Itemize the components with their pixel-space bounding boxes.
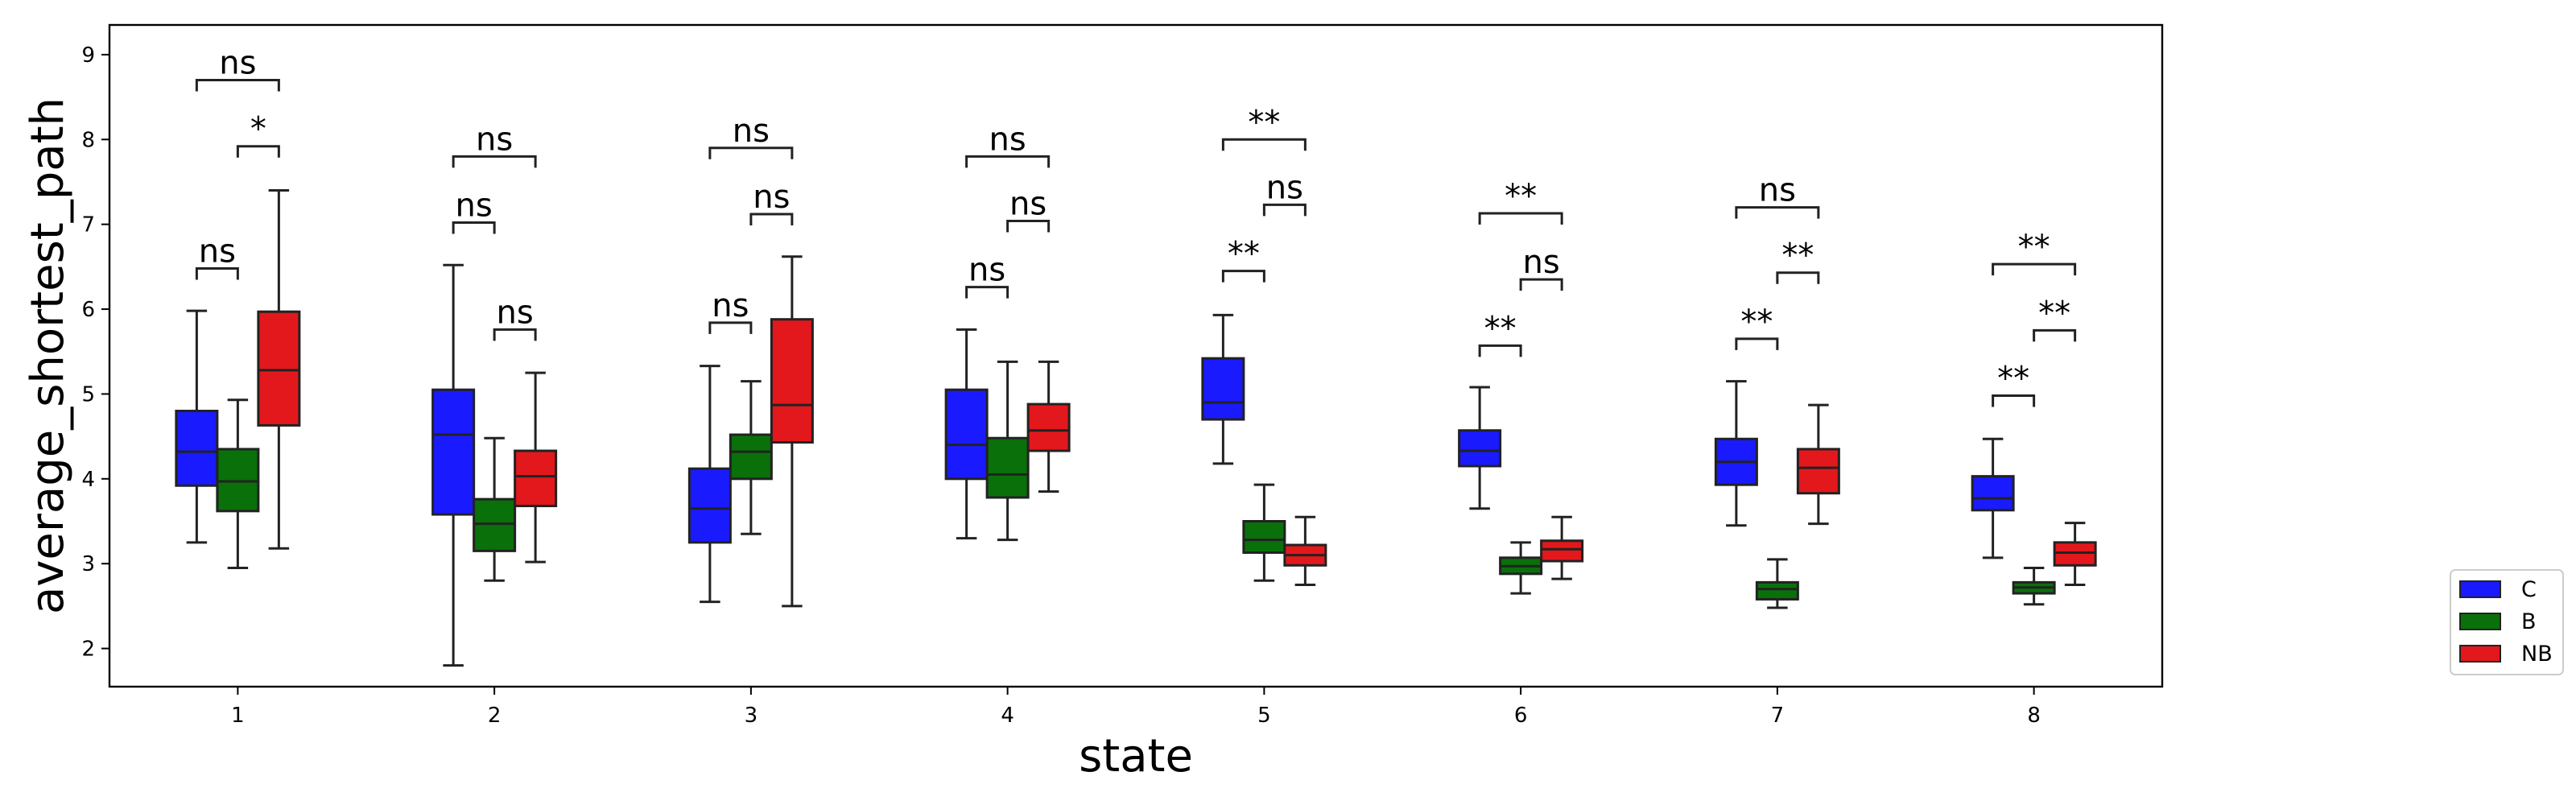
legend-swatch-C	[2459, 580, 2501, 598]
x-axis: 1 2 3 4 5 6 7 8	[231, 687, 2041, 728]
significance-bracket	[195, 79, 280, 92]
significance-label: **	[1505, 178, 1537, 215]
y-tick-label: 9	[81, 43, 95, 68]
significance-label: ns	[1266, 169, 1303, 206]
significance-bracket	[708, 321, 753, 334]
box-NB-state-2	[514, 449, 558, 508]
significance-label: ns	[1523, 244, 1560, 281]
significance-bracket	[1262, 203, 1307, 217]
box-C-state-6	[1458, 429, 1502, 468]
significance-label: ns	[712, 287, 749, 324]
x-tick-label: 6	[1514, 704, 1528, 728]
x-tick-label: 2	[488, 704, 502, 728]
box-B-state-1	[216, 448, 260, 513]
significance-label: ns	[219, 45, 256, 82]
significance-bracket	[493, 328, 537, 341]
y-tick-label: 2	[81, 638, 95, 662]
box-B-state-2	[473, 497, 517, 552]
significance-bracket	[965, 155, 1051, 168]
significance-label: **	[1248, 104, 1280, 141]
box-NB-state-8	[2053, 541, 2097, 567]
significance-label: **	[1228, 236, 1260, 273]
significance-bracket	[195, 266, 239, 280]
plot-frame	[108, 23, 2164, 688]
y-tick-label: 6	[81, 298, 95, 322]
box-NB-state-1	[257, 310, 301, 427]
y-tick-label: 4	[81, 468, 95, 492]
legend-swatch-B	[2459, 613, 2501, 630]
significance-label: *	[250, 111, 266, 148]
legend-label-B: B	[2521, 609, 2537, 634]
box-B-state-7	[1755, 580, 1799, 601]
box-NB-state-7	[1796, 448, 1840, 495]
significance-bracket	[1006, 219, 1051, 233]
x-tick-label: 1	[231, 704, 245, 728]
legend-label-NB: NB	[2521, 642, 2553, 667]
significance-bracket	[965, 286, 1009, 299]
significance-label: ns	[733, 113, 770, 150]
box-B-state-3	[729, 433, 773, 481]
significance-label: ns	[456, 188, 493, 225]
significance-label: **	[1781, 237, 1814, 275]
significance-label: **	[1484, 310, 1517, 347]
box-NB-state-4	[1026, 402, 1071, 452]
significance-label: ns	[753, 179, 790, 216]
significance-bracket	[708, 147, 794, 159]
significance-label: ns	[1009, 185, 1046, 222]
y-axis: 2 3 4 5 6 7 8 9	[81, 43, 109, 662]
x-tick-label: 5	[1257, 704, 1271, 728]
box-C-state-8	[1971, 475, 2015, 512]
significance-label: **	[2038, 295, 2070, 332]
box-C-state-4	[944, 388, 989, 481]
box-B-state-5	[1242, 520, 1286, 554]
plot-area: ns*nsnsnsnsnsnsnsnsnsns**ns****ns******n…	[175, 45, 2097, 667]
box-NB-state-6	[1540, 539, 1584, 563]
x-tick-label: 7	[1771, 704, 1785, 728]
legend-label-C: C	[2521, 577, 2537, 602]
y-tick-label: 7	[81, 213, 95, 237]
significance-bracket	[1776, 271, 1820, 284]
significance-label: **	[1740, 303, 1773, 341]
box-C-state-5	[1201, 357, 1245, 421]
significance-bracket	[452, 155, 537, 168]
legend-swatch-NB	[2459, 645, 2501, 663]
significance-label: ns	[989, 121, 1026, 158]
legend: CB NB	[2450, 569, 2564, 675]
x-axis-title: state	[1079, 730, 1193, 782]
y-axis-title: average_shortest_path	[22, 97, 74, 614]
significance-bracket	[1478, 344, 1522, 357]
significance-label: **	[1997, 361, 2029, 398]
significance-bracket	[1735, 206, 1820, 219]
significance-bracket	[452, 221, 496, 234]
x-tick-label: 4	[1001, 704, 1014, 728]
significance-label: ns	[476, 121, 513, 158]
y-tick-label: 5	[81, 382, 95, 407]
box-C-state-1	[175, 410, 219, 487]
box-C-state-3	[687, 467, 732, 544]
significance-bracket	[749, 213, 794, 226]
significance-label: ns	[199, 233, 236, 270]
significance-label: ns	[1759, 172, 1796, 209]
box-C-state-2	[431, 388, 476, 516]
significance-bracket	[1735, 337, 1779, 350]
y-tick-label: 3	[81, 552, 95, 576]
significance-bracket	[1478, 212, 1563, 225]
x-tick-label: 8	[2027, 704, 2041, 728]
significance-bracket	[1519, 278, 1563, 291]
significance-bracket	[2033, 328, 2077, 342]
significance-bracket	[1221, 138, 1307, 151]
box-B-state-4	[985, 436, 1030, 499]
significance-bracket	[236, 145, 280, 158]
x-tick-label: 3	[745, 704, 758, 728]
significance-bracket	[1992, 262, 2077, 276]
box-NB-state-3	[770, 318, 814, 444]
significance-label: ns	[968, 252, 1005, 289]
significance-label: **	[2018, 229, 2050, 266]
y-tick-label: 8	[81, 128, 95, 152]
significance-label: ns	[497, 294, 534, 331]
significance-bracket	[1992, 394, 2036, 407]
significance-bracket	[1221, 270, 1265, 283]
